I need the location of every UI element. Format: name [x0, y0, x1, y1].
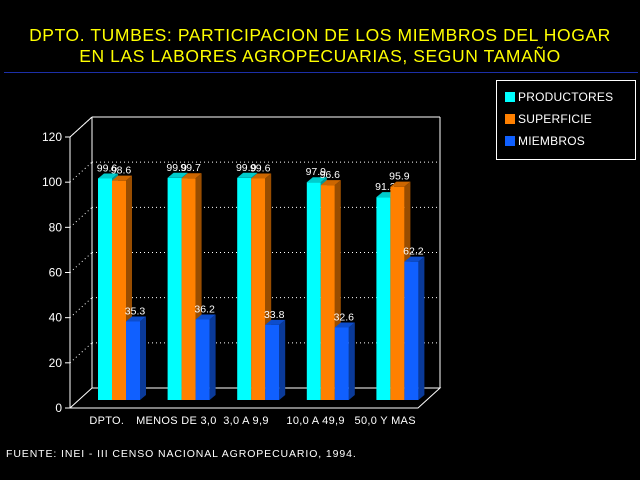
x-tick-label-2: 3,0 A 9,9 [223, 415, 269, 427]
bar-superficie-4-top [390, 181, 411, 187]
data-label-productores-0: 99.6 [97, 162, 118, 174]
bar-productores-0 [98, 178, 112, 400]
y-tick-label-0: 0 [55, 401, 62, 415]
data-label-miembros-3: 32.6 [334, 311, 355, 323]
source-note: FUENTE: INEI - III CENSO NACIONAL AGROPE… [6, 448, 357, 460]
y-tick-label-40: 40 [49, 311, 63, 325]
x-tick-label-0: DPTO. [89, 415, 124, 427]
bar-miembros-2-top [265, 319, 286, 325]
data-label-productores-1: 99.9 [166, 162, 187, 174]
x-tick-label-3: 10,0 A 49,9 [286, 415, 344, 427]
data-label-superficie-2: 99.6 [250, 162, 271, 174]
y-tick-label-80: 80 [49, 220, 63, 234]
bar-miembros-1 [195, 319, 210, 400]
bar-superficie-3 [320, 185, 335, 400]
bar-superficie-4 [390, 186, 405, 400]
grid-side-80 [69, 206, 93, 228]
data-label-miembros-2: 33.8 [264, 309, 285, 321]
legend-item-superficie: SUPERFICIE [505, 111, 592, 127]
bar-productores-0-top [98, 173, 118, 179]
y-tick-label-20: 20 [49, 356, 63, 370]
x-tick-label-4: 50,0 Y MAS [355, 415, 416, 427]
bar-miembros-2-side [279, 319, 286, 400]
data-label-superficie-4: 95.9 [389, 171, 410, 183]
bar-superficie-2-top [251, 173, 272, 179]
bar-miembros-1-side [209, 314, 216, 400]
bar-productores-2-top [237, 172, 258, 178]
bar-miembros-3-side [348, 322, 355, 400]
bar-superficie-1 [181, 178, 196, 400]
data-label-superficie-3: 96.6 [320, 169, 341, 181]
legend-label-productores: PRODUCTORES [518, 90, 614, 104]
grid-side-20 [69, 342, 93, 364]
chart-title-line-1: DPTO. TUMBES: PARTICIPACION DE LOS MIEMB… [29, 25, 611, 45]
grid-side-100 [69, 161, 93, 183]
bar-chart: 02040608010012099.698.635.3DPTO.99.999.7… [42, 116, 442, 427]
data-label-productores-2: 99.9 [236, 162, 257, 174]
title-divider [4, 72, 638, 73]
grid-side-120 [69, 116, 93, 138]
bar-miembros-0-top [126, 316, 146, 322]
legend-swatch-superficie [505, 114, 515, 124]
legend-label-superficie: SUPERFICIE [518, 112, 593, 126]
bar-miembros-3-top [334, 322, 355, 328]
data-label-miembros-1: 36.2 [194, 303, 215, 315]
grid-side-40 [69, 297, 93, 319]
bar-miembros-0-side [140, 316, 146, 400]
bar-miembros-3 [334, 327, 349, 400]
legend-item-miembros: MIEMBROS [505, 133, 585, 149]
grid-side-60 [69, 252, 93, 273]
legend-swatch-productores [505, 92, 515, 102]
bar-superficie-1-top [181, 173, 202, 179]
bar-superficie-2 [251, 178, 266, 400]
chart-legend: PRODUCTORES SUPERFICIE MIEMBROS [496, 80, 636, 160]
y-tick-label-60: 60 [49, 266, 63, 280]
bar-miembros-4 [404, 261, 419, 400]
data-label-superficie-1: 99.7 [180, 162, 201, 174]
bar-superficie-0 [112, 180, 126, 400]
bar-miembros-4-top [404, 256, 425, 262]
bar-productores-4 [376, 197, 391, 400]
y-tick-label-120: 120 [42, 130, 62, 144]
bar-miembros-0 [126, 321, 140, 400]
bar-productores-2 [237, 177, 252, 400]
bar-productores-3 [306, 182, 321, 400]
bar-productores-1 [167, 177, 182, 400]
bar-miembros-1-top [195, 314, 216, 320]
legend-label-miembros: MIEMBROS [518, 134, 585, 148]
legend-swatch-miembros [505, 136, 515, 146]
data-label-miembros-0: 35.3 [125, 305, 146, 317]
bar-productores-1-top [167, 172, 188, 178]
bar-miembros-4-side [418, 256, 425, 400]
data-label-miembros-4: 62.2 [403, 246, 424, 258]
bar-superficie-3-top [320, 180, 341, 186]
bar-productores-3-top [306, 177, 327, 183]
data-label-superficie-0: 98.6 [111, 165, 132, 177]
y-tick-label-100: 100 [42, 175, 62, 189]
x-tick-label-1: MENOS DE 3,0 [136, 415, 217, 427]
chart-title-line-2: EN LAS LABORES AGROPECUARIAS, SEGUN TAMA… [79, 46, 561, 66]
data-label-productores-3: 97.9 [306, 166, 327, 178]
bar-miembros-2 [265, 324, 280, 400]
legend-item-productores: PRODUCTORES [505, 89, 613, 105]
bar-superficie-0-top [112, 175, 132, 181]
